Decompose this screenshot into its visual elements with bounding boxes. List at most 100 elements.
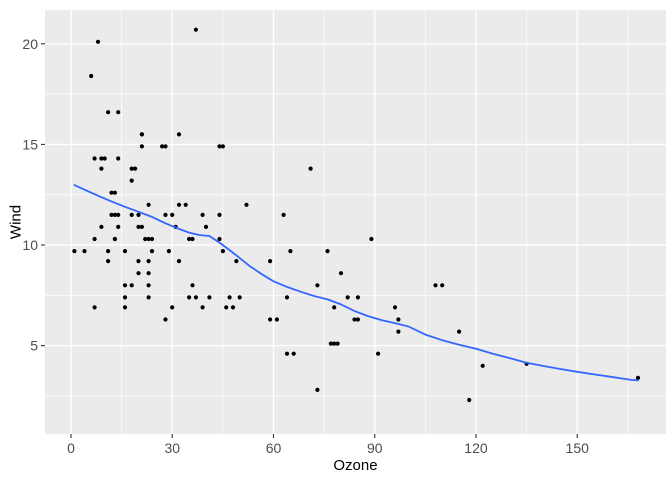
plot-panel: [45, 10, 666, 434]
data-point: [139, 132, 144, 137]
data-point: [176, 259, 182, 264]
x-tick-label: 60: [266, 440, 282, 456]
x-axis-title: Ozone: [333, 457, 378, 474]
data-point: [193, 295, 198, 300]
data-point: [200, 212, 205, 217]
data-point: [112, 190, 117, 195]
data-point: [217, 212, 222, 217]
data-point: [274, 317, 279, 322]
y-tick-label: 10: [22, 237, 38, 253]
loess-smooth-line: [73, 184, 639, 382]
data-point: [116, 156, 121, 161]
data-point: [82, 249, 87, 254]
data-point: [315, 283, 320, 288]
data-point: [146, 236, 151, 242]
data-point: [217, 236, 222, 242]
data-point: [207, 295, 212, 300]
data-point: [136, 259, 141, 264]
data-point: [328, 341, 333, 346]
y-tick-label: 20: [22, 36, 38, 52]
data-point: [122, 305, 128, 310]
data-point: [268, 317, 273, 322]
data-point: [102, 156, 107, 161]
data-point: [106, 259, 111, 264]
y-tick-label: 5: [30, 338, 38, 354]
data-point: [338, 271, 344, 276]
data-point: [187, 236, 192, 242]
data-point: [95, 39, 101, 44]
data-point: [146, 295, 151, 300]
data-point: [376, 351, 381, 356]
data-point: [112, 212, 117, 217]
data-point: [187, 295, 192, 300]
data-point: [166, 249, 171, 254]
y-tick-label: 15: [22, 136, 38, 152]
data-point: [146, 283, 151, 288]
data-point: [352, 317, 357, 322]
data-point: [355, 295, 360, 300]
data-point: [163, 317, 168, 322]
data-point: [244, 202, 249, 207]
data-point: [176, 132, 182, 137]
data-point: [129, 166, 134, 171]
data-point: [220, 144, 225, 149]
data-point: [136, 271, 141, 276]
points-layer: [72, 27, 641, 403]
data-point: [116, 212, 121, 217]
major-gridlines: [45, 10, 666, 434]
data-point: [308, 166, 313, 171]
data-point: [217, 144, 222, 149]
data-point: [457, 329, 462, 334]
data-point: [190, 236, 195, 242]
data-point: [116, 110, 121, 115]
data-point: [220, 249, 225, 254]
data-point: [160, 144, 165, 149]
data-point: [230, 305, 236, 310]
data-point: [480, 363, 485, 368]
data-point: [396, 317, 401, 322]
data-point: [227, 295, 232, 300]
data-point: [136, 212, 141, 217]
data-point: [106, 110, 111, 115]
data-point: [139, 224, 144, 229]
data-point: [72, 249, 77, 254]
data-point: [392, 305, 398, 310]
data-point: [139, 144, 144, 149]
data-point: [136, 224, 141, 229]
data-point: [129, 212, 134, 217]
data-point: [109, 212, 114, 217]
data-point: [335, 341, 340, 346]
data-point: [332, 341, 337, 346]
data-point: [146, 259, 151, 264]
data-point: [122, 249, 128, 254]
data-point: [332, 305, 337, 310]
data-point: [92, 236, 97, 242]
axis-tick-labels: 0 30 60 90 120 150 5 10 15 20: [22, 36, 589, 456]
data-point: [176, 202, 182, 207]
data-point: [325, 249, 330, 254]
data-point: [193, 27, 198, 32]
data-point: [284, 351, 290, 356]
data-point: [190, 283, 195, 288]
data-point: [291, 351, 296, 356]
data-point: [369, 236, 374, 242]
data-point: [288, 249, 293, 254]
data-point: [355, 317, 360, 322]
data-point: [345, 295, 350, 300]
data-point: [99, 156, 104, 161]
data-point: [234, 259, 239, 264]
data-point: [440, 283, 445, 288]
data-point: [203, 224, 209, 229]
data-point: [149, 236, 155, 242]
axis-tick-marks: [41, 43, 578, 438]
data-point: [143, 236, 148, 242]
data-point: [467, 397, 472, 403]
x-tick-label: 30: [164, 440, 180, 456]
data-point: [163, 144, 168, 149]
data-point: [99, 166, 104, 171]
data-point: [112, 236, 117, 242]
x-tick-label: 0: [67, 440, 75, 456]
data-point: [315, 387, 320, 392]
